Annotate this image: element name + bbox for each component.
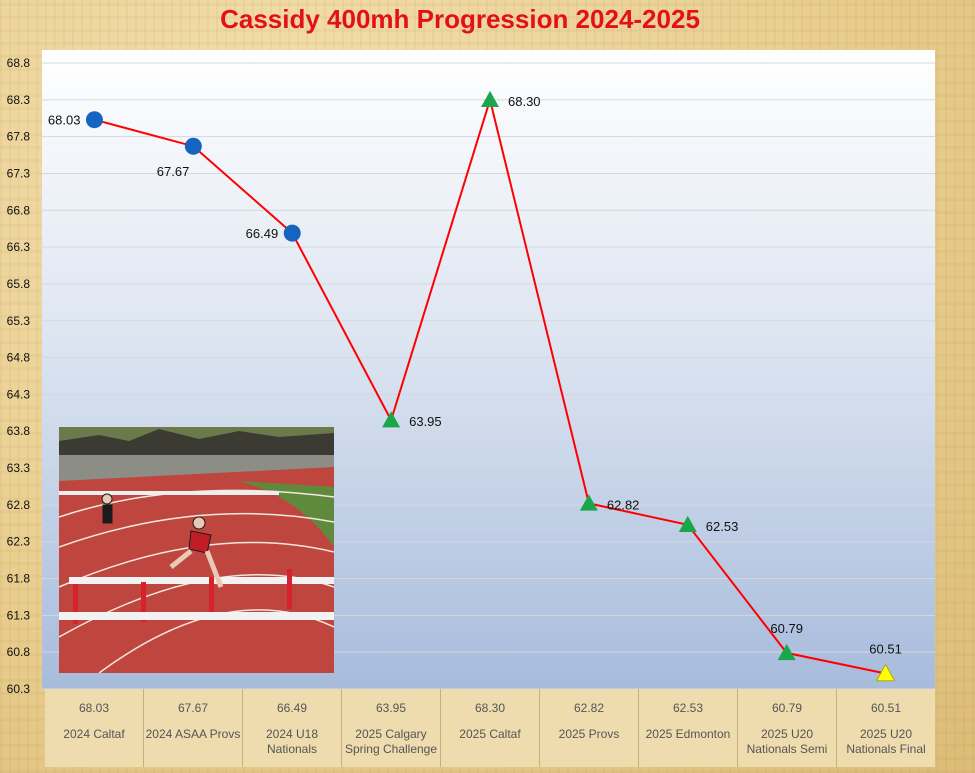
data-point-marker <box>85 111 103 129</box>
category-value: 66.49 <box>276 701 308 715</box>
x-tick-label: 2025 Caltaf <box>459 727 521 741</box>
y-tick-label: 62.8 <box>7 498 31 512</box>
category-cell: 60.79 2025 U20 Nationals Semi <box>738 689 837 767</box>
x-tick-label: Nationals Semi <box>746 742 828 756</box>
y-tick-label: 67.8 <box>7 130 31 144</box>
data-point-marker <box>678 515 697 532</box>
y-tick-label: 68.8 <box>7 56 31 70</box>
x-tick-label: Nationals <box>266 742 318 756</box>
data-label: 66.49 <box>246 226 279 241</box>
x-tick-label: 2025 Calgary <box>355 727 427 741</box>
category-value: 62.53 <box>672 701 704 715</box>
category-value: 67.67 <box>177 701 209 715</box>
y-tick-label: 65.8 <box>7 277 31 291</box>
data-label: 67.67 <box>157 164 190 179</box>
data-label: 62.53 <box>706 519 739 534</box>
x-tick-label: 2024 Caltaf <box>63 727 125 741</box>
x-tick-label: Spring Challenge <box>344 742 438 756</box>
category-table: 68.03 2024 Caltaf 67.67 2024 ASAA Provs 66.4… <box>45 689 935 767</box>
y-tick-label: 61.8 <box>7 572 31 586</box>
data-label: 63.95 <box>409 414 442 429</box>
category-value: 60.51 <box>870 701 902 715</box>
data-point-marker <box>481 90 499 108</box>
y-tick-label: 60.3 <box>7 682 31 696</box>
data-point-marker <box>184 137 202 155</box>
y-tick-label: 63.8 <box>7 424 31 438</box>
category-value: 62.82 <box>573 701 605 715</box>
x-tick-label: 2025 U20 <box>859 727 913 741</box>
category-value: 63.95 <box>375 701 407 715</box>
data-point-marker <box>579 494 598 511</box>
y-tick-label: 60.8 <box>7 645 31 659</box>
category-cell: 60.51 2025 U20 Nationals Final <box>837 689 935 767</box>
y-tick-label: 66.3 <box>7 240 31 254</box>
x-tick-label: 2024 ASAA Provs <box>145 727 241 741</box>
y-tick-label: 68.3 <box>7 93 31 107</box>
data-label: 62.82 <box>607 497 640 512</box>
y-tick-label: 63.3 <box>7 461 31 475</box>
data-label: 68.30 <box>508 94 541 109</box>
y-tick-label: 64.8 <box>7 351 31 365</box>
category-cell: 68.30 2025 Caltaf <box>441 689 540 767</box>
x-tick-label: 2024 U18 <box>265 727 319 741</box>
y-tick-label: 61.3 <box>7 608 31 622</box>
data-point-marker <box>777 643 796 661</box>
data-label: 60.51 <box>869 642 902 657</box>
hurdler-race-photo <box>59 427 334 673</box>
category-value: 68.03 <box>78 701 110 715</box>
category-cell: 62.82 2025 Provs <box>540 689 639 767</box>
category-cell: 67.67 2024 ASAA Provs <box>144 689 243 767</box>
data-point-marker <box>283 224 301 242</box>
data-labels: 68.03 67.67 66.49 63.95 68.30 62.82 62.53 60.79… <box>48 94 902 657</box>
category-value: 60.79 <box>771 701 803 715</box>
y-tick-label: 66.8 <box>7 203 31 217</box>
y-axis-ticks: 60.3 60.8 61.3 61.8 62.3 62.8 63.3 63.8 64.3 64.8… <box>7 56 31 696</box>
category-cell: 66.49 2024 U18 Nationals <box>243 689 342 767</box>
x-tick-label: 2025 U20 <box>760 727 814 741</box>
y-tick-label: 67.3 <box>7 166 31 180</box>
chart-title: Cassidy 400mh Progression 2024-2025 <box>220 4 700 34</box>
y-tick-label: 62.3 <box>7 535 31 549</box>
category-cell: 62.53 2025 Edmonton <box>639 689 738 767</box>
series-markers <box>85 90 896 682</box>
data-label: 60.79 <box>770 621 803 636</box>
x-tick-label: 2025 Provs <box>558 727 620 741</box>
category-cell: 68.03 2024 Caltaf <box>45 689 144 767</box>
category-cell: 63.95 2025 Calgary Spring Challenge <box>342 689 441 767</box>
y-tick-label: 65.3 <box>7 314 31 328</box>
x-tick-label: Nationals Final <box>846 742 926 756</box>
category-value: 68.30 <box>474 701 506 715</box>
data-point-marker <box>382 411 401 428</box>
y-tick-label: 64.3 <box>7 387 31 401</box>
data-point-marker <box>875 663 896 682</box>
data-label: 68.03 <box>48 113 81 128</box>
x-tick-label: 2025 Edmonton <box>645 727 731 741</box>
